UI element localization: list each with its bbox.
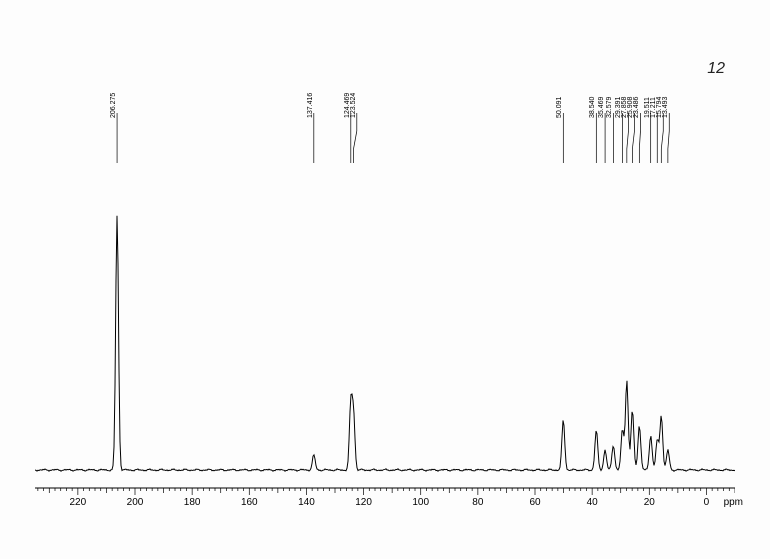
axis-tick-label: 40 [587,497,598,508]
peak-label: 38.540 [589,97,596,118]
axis-tick-label: 220 [70,497,87,508]
axis-tick-label: 0 [704,497,710,508]
peak-label: 123.524 [350,93,357,118]
axis-tick-label: 120 [355,497,372,508]
page-number: 12 [707,60,725,78]
axis-tick-label: 60 [529,497,540,508]
axis-unit-label: ppm [724,497,743,508]
peak-label: 50.091 [556,97,563,118]
nmr-spectrum-plot: 206.275137.416124.469123.52450.09138.540… [35,85,735,515]
axis-tick-label: 100 [412,497,429,508]
page: 12 206.275137.416124.469123.52450.09138.… [0,0,770,559]
spectrum-svg [35,85,735,515]
axis-tick-label: 140 [298,497,315,508]
axis-tick-label: 200 [127,497,144,508]
peak-label: 137.416 [307,93,314,118]
peak-label: 13.493 [662,97,669,118]
peak-label: 35.469 [598,97,605,118]
peak-label: 206.275 [110,93,117,118]
peak-label: 32.579 [606,97,613,118]
peak-label: 23.486 [633,97,640,118]
axis-tick-label: 80 [472,497,483,508]
spectrum-trace [35,216,735,472]
axis-tick-label: 160 [241,497,258,508]
axis-tick-label: 20 [644,497,655,508]
axis-tick-label: 180 [184,497,201,508]
